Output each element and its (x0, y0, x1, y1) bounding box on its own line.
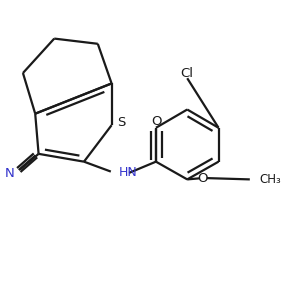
Text: N: N (5, 167, 15, 180)
Text: Cl: Cl (181, 67, 194, 79)
Text: S: S (117, 116, 125, 129)
Text: CH₃: CH₃ (259, 173, 281, 186)
Text: O: O (151, 115, 162, 128)
Text: HN: HN (119, 166, 137, 179)
Text: O: O (197, 172, 208, 184)
